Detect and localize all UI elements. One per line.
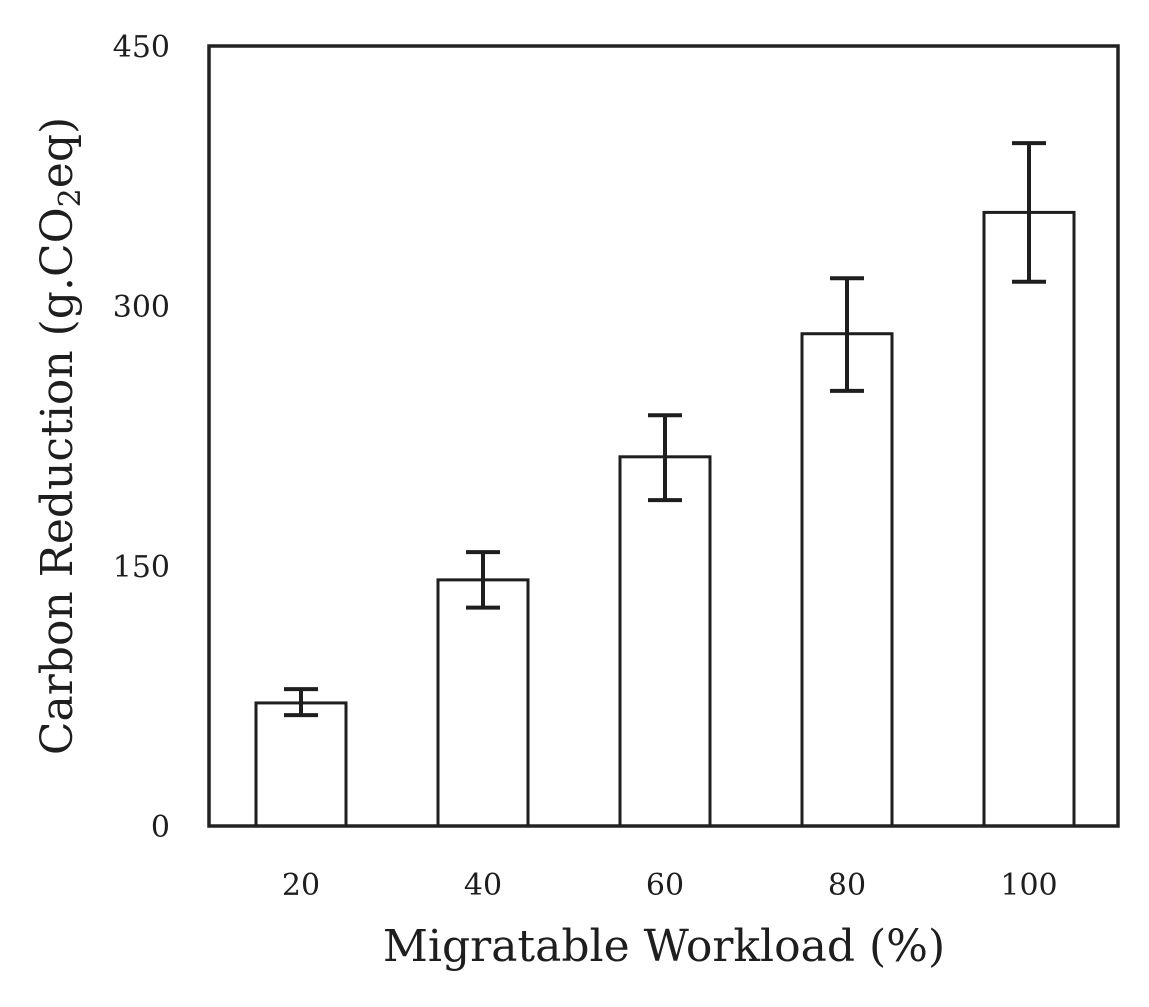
x-tick-label: 100 — [1000, 868, 1057, 903]
plot-frame — [207, 44, 1120, 828]
bar-40 — [436, 578, 530, 828]
y-axis-label-main: Carbon Reduction (g.CO — [32, 207, 83, 755]
error-bars — [284, 141, 1046, 718]
x-tick-label: 40 — [464, 868, 502, 903]
error-bar-40 — [466, 550, 500, 610]
x-tick-labels: 20 40 60 80 100 — [282, 868, 1058, 903]
bar-20 — [254, 701, 348, 828]
y-tick-label: 0 — [151, 810, 170, 845]
y-tick-labels: 0 150 300 450 — [113, 30, 170, 845]
y-tick-label: 150 — [113, 550, 170, 585]
error-bar-100 — [1012, 141, 1046, 284]
x-tick-label: 60 — [646, 868, 684, 903]
y-axis-label-suffix: eq) — [32, 117, 83, 188]
error-bar-80 — [830, 276, 864, 393]
y-axis-label-subscript: 2 — [53, 188, 88, 207]
bars — [254, 210, 1076, 828]
error-bar-20 — [284, 687, 318, 718]
bar-80 — [800, 332, 894, 828]
y-tick-label: 300 — [113, 290, 170, 325]
bar-100 — [982, 210, 1076, 828]
error-bar-60 — [648, 413, 682, 503]
x-tick-label: 80 — [828, 868, 866, 903]
x-tick-label: 20 — [282, 868, 320, 903]
y-axis-label: Carbon Reduction (g.CO2eq) — [32, 117, 88, 755]
x-axis-label: Migratable Workload (%) — [383, 921, 945, 972]
y-tick-label: 450 — [113, 30, 170, 65]
bar-60 — [618, 455, 712, 828]
